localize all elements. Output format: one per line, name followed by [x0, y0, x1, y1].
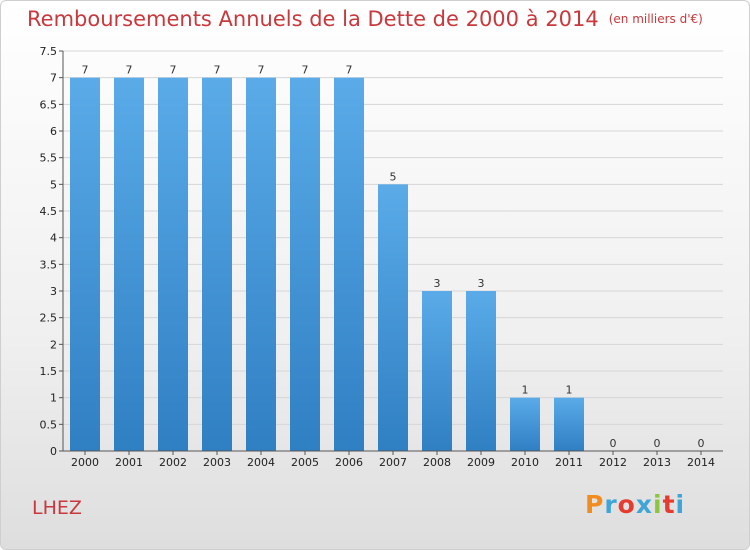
data-label-2011: 1: [566, 384, 573, 397]
y-tick-label: 0.5: [40, 418, 58, 431]
x-tick-label-2003: 2003: [203, 456, 231, 469]
data-label-2000: 7: [82, 64, 89, 77]
data-label-2002: 7: [170, 64, 177, 77]
proxiti-logo: Proxiti: [585, 490, 685, 519]
x-tick-label-2013: 2013: [643, 456, 671, 469]
y-tick-label: 2.5: [40, 312, 58, 325]
data-label-2006: 7: [346, 64, 353, 77]
chart-title: Remboursements Annuels de la Dette de 20…: [27, 7, 703, 31]
data-label-2009: 3: [478, 277, 485, 290]
y-tick-label: 0: [50, 445, 57, 458]
x-axis: 2000 2001 2002 2003 2004 2005 2006 2007 2008 2009…: [63, 450, 723, 469]
bars: 7 7 7 7 7 7 7 5 3 3 1 1 0 0 0: [70, 64, 705, 452]
logo-letter: o: [617, 490, 636, 519]
x-tick-label-2001: 2001: [115, 456, 143, 469]
place-name: LHEZ: [32, 497, 82, 519]
y-tick-label: 5: [50, 178, 57, 191]
data-label-2010: 1: [522, 384, 529, 397]
y-tick-label: 7.5: [40, 45, 58, 58]
data-label-2004: 7: [258, 64, 265, 77]
y-tick-label: 5.5: [40, 152, 58, 165]
bar-2011: [554, 397, 584, 451]
x-tick-label-2005: 2005: [291, 456, 319, 469]
y-tick-label: 4: [50, 232, 57, 245]
bar-2008: [422, 291, 452, 451]
x-tick-label-2012: 2012: [599, 456, 627, 469]
x-tick-label-2010: 2010: [511, 456, 539, 469]
data-label-2012: 0: [610, 437, 617, 450]
data-label-2005: 7: [302, 64, 309, 77]
y-tick-label: 1.5: [40, 365, 58, 378]
bar-2002: [158, 77, 188, 452]
y-tick-label: 6.5: [40, 98, 58, 111]
data-label-2007: 5: [390, 170, 397, 183]
x-tick-label-2009: 2009: [467, 456, 495, 469]
bar-2010: [510, 397, 540, 451]
x-tick-label-2008: 2008: [423, 456, 451, 469]
data-label-2014: 0: [698, 437, 705, 450]
data-label-2003: 7: [214, 64, 221, 77]
data-label-2008: 3: [434, 277, 441, 290]
bar-2005: [290, 77, 320, 452]
x-tick-label-2014: 2014: [687, 456, 715, 469]
logo-letter: x: [635, 490, 653, 519]
y-tick-label: 7: [50, 72, 57, 85]
y-tick-label: 4.5: [40, 205, 58, 218]
x-tick-label-2011: 2011: [555, 456, 583, 469]
logo-letter: i: [653, 490, 663, 519]
bar-2004: [246, 77, 276, 452]
x-tick-label-2002: 2002: [159, 456, 187, 469]
x-tick-label-2007: 2007: [379, 456, 407, 469]
data-label-2001: 7: [126, 64, 133, 77]
logo-letter: P: [585, 490, 605, 519]
y-tick-label: 1: [50, 392, 57, 405]
bar-2009: [466, 291, 496, 451]
logo-letter: i: [675, 490, 686, 519]
x-tick-label-2000: 2000: [71, 456, 99, 469]
chart-unit: (en milliers d'€): [608, 12, 703, 26]
bar-2003: [202, 77, 232, 452]
bar-2001: [114, 77, 144, 452]
y-tick-label: 3: [50, 285, 57, 298]
x-tick-label-2006: 2006: [335, 456, 363, 469]
data-label-2013: 0: [654, 437, 661, 450]
y-tick-label: 2: [50, 338, 57, 351]
x-tick-label-2004: 2004: [247, 456, 275, 469]
bar-2006: [334, 77, 364, 452]
bar-2007: [378, 184, 408, 452]
logo-letter: r: [604, 490, 618, 519]
y-tick-label: 3.5: [40, 258, 58, 271]
logo-letter: t: [662, 490, 676, 519]
y-axis: 0 0.5 1 1.5 2 2.5 3 3.5 4 4.5 5 5.5 6 6.5 7 7.5: [40, 45, 64, 458]
bar-2000: [70, 77, 100, 452]
chart-title-text: Remboursements Annuels de la Dette de 20…: [27, 7, 599, 31]
y-tick-label: 6: [50, 125, 57, 138]
